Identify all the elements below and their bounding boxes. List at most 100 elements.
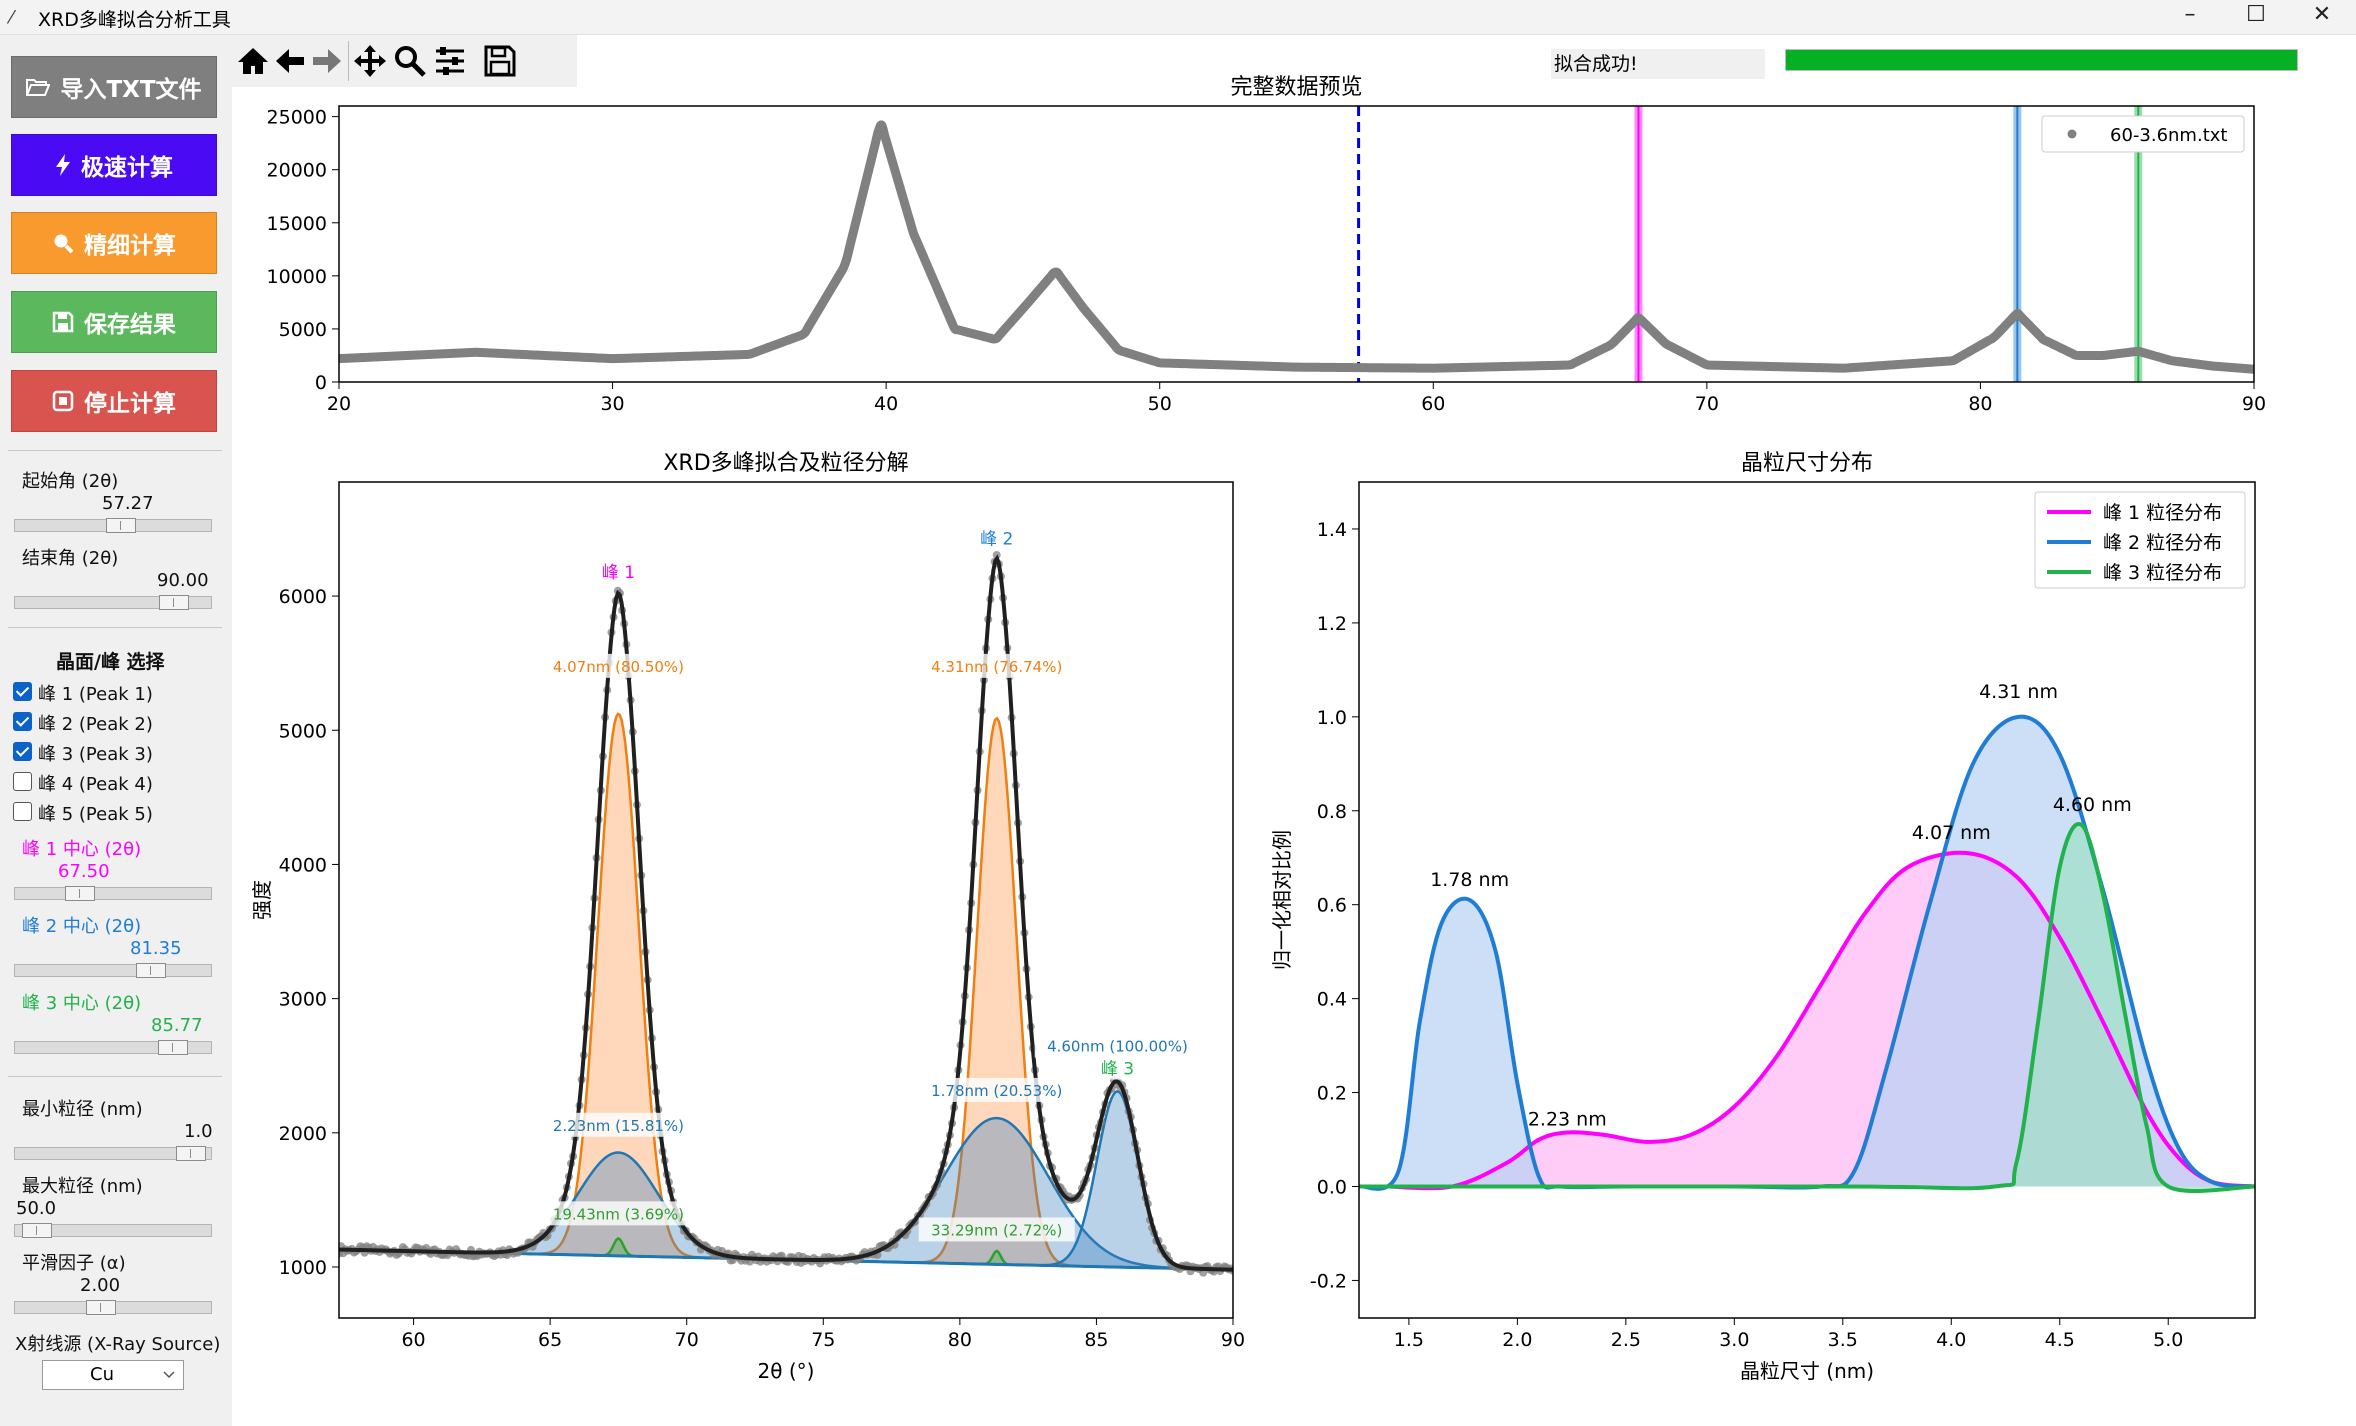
size-legend-label: 峰 2 粒径分布 [2103,532,2222,554]
peak-3-center-slider[interactable] [14,1040,212,1055]
peak-center-band [2134,106,2143,382]
data-point [341,1245,350,1254]
size-xtick-label: 4.5 [2045,1329,2075,1351]
data-point [1197,1264,1206,1273]
data-point [828,1253,837,1262]
data-point [1022,964,1031,973]
end-angle-slider[interactable] [14,595,212,610]
fit-ytick-label: 4000 [279,854,327,876]
data-point [1218,1264,1227,1273]
save-figure-icon[interactable] [482,43,518,79]
end-angle-slider-thumb[interactable] [159,595,190,610]
data-point [747,1250,756,1259]
pan-icon[interactable] [352,43,388,79]
component-annotation: 4.60nm (100.00%) [1047,1038,1188,1056]
preview-xtick-label: 40 [874,393,898,415]
data-point [1007,713,1016,722]
stop-calc-button[interactable]: 停止计算 [11,370,217,432]
peak-1-checkbox[interactable] [13,682,32,701]
data-point [1054,1182,1063,1191]
data-point [790,1255,799,1264]
size-ylabel: 归一化相对比例 [1270,830,1294,970]
data-point [1229,1266,1233,1275]
data-point [479,1249,488,1258]
peak-1-center-slider-thumb[interactable] [65,886,96,901]
data-point [692,1238,701,1247]
data-point [545,1225,554,1234]
data-point [896,1228,905,1237]
start-angle-slider[interactable] [14,518,212,533]
preview-ytick-label: 5000 [279,319,327,341]
data-point [475,1247,484,1256]
peak-2-checkbox-label[interactable]: 峰 2 (Peak 2) [38,714,153,735]
save-results-button[interactable]: 保存结果 [11,291,217,353]
peak-3-checkbox-label[interactable]: 峰 3 (Peak 3) [38,744,153,765]
min-size-slider[interactable] [14,1146,212,1161]
data-point [945,1131,954,1140]
max-size-slider[interactable] [14,1223,212,1238]
data-point [1152,1236,1161,1245]
peak-2-center-slider-thumb[interactable] [135,963,166,978]
import-txt-label: 导入TXT文件 [60,77,202,103]
component-fill [339,1249,1233,1270]
fine-calc-button[interactable]: 精细计算 [11,212,217,274]
peak-4-checkbox[interactable] [13,772,32,791]
data-point [498,1246,507,1255]
back-arrow-icon[interactable] [272,43,308,79]
data-point [428,1246,437,1255]
peak-4-checkbox-label[interactable]: 峰 4 (Peak 4) [38,774,153,795]
start-angle-slider-thumb[interactable] [105,518,136,533]
size-peak-annotation: 1.78 nm [1430,869,1509,891]
minimize-button[interactable]: – [2184,2,2196,27]
home-icon[interactable] [235,43,271,79]
data-point [592,853,601,862]
peak-5-checkbox-label[interactable]: 峰 5 (Peak 5) [38,804,153,825]
close-button[interactable]: ✕ [2312,2,2332,27]
configure-subplots-icon[interactable] [432,43,468,79]
peak-5-checkbox[interactable] [13,802,32,821]
peak-3-checkbox[interactable] [13,742,32,761]
forward-arrow-icon[interactable] [309,43,345,79]
data-point [437,1250,446,1259]
data-point [958,1017,967,1026]
peak-3-center-slider-thumb[interactable] [157,1040,188,1055]
zoom-icon[interactable] [392,43,428,79]
data-point [562,1183,571,1192]
peak-2-center-slider[interactable] [14,963,212,978]
min-size-slider-thumb[interactable] [176,1146,207,1161]
start-angle-label: 起始角 (2θ) [22,471,119,492]
distribution-curve [1387,850,2255,1191]
data-point [677,1219,686,1228]
data-point [622,640,631,649]
max-size-slider-thumb[interactable] [21,1223,52,1238]
component-curve [339,1248,1233,1271]
data-point [647,1034,656,1043]
data-point [552,1218,561,1227]
smooth-factor-slider-thumb[interactable] [85,1300,116,1315]
data-point [1024,993,1033,1002]
data-point [735,1253,744,1262]
data-point [913,1211,922,1220]
smooth-factor-slider[interactable] [14,1300,212,1315]
data-point [865,1249,874,1258]
data-point [952,1084,961,1093]
data-point [722,1250,731,1259]
maximize-button[interactable]: ☐ [2246,2,2266,27]
max-size-value: 50.0 [16,1198,57,1219]
xray-source-select[interactable]: Cu [42,1360,184,1390]
data-point [764,1254,773,1263]
distribution-fill [1359,823,2255,1192]
data-point [535,1233,544,1242]
data-point [730,1249,739,1258]
data-point [1177,1261,1186,1270]
peak-1-center-slider[interactable] [14,886,212,901]
peak-1-checkbox-label[interactable]: 峰 1 (Peak 1) [38,684,153,705]
preview-chart-plot-area [339,106,2254,382]
data-point [1052,1174,1061,1183]
data-point [449,1248,458,1257]
data-point [888,1237,897,1246]
data-point [973,786,982,795]
peak-2-checkbox[interactable] [13,712,32,731]
import-txt-button[interactable]: 导入TXT文件 [11,56,217,118]
fast-calc-button[interactable]: 极速计算 [11,134,217,196]
